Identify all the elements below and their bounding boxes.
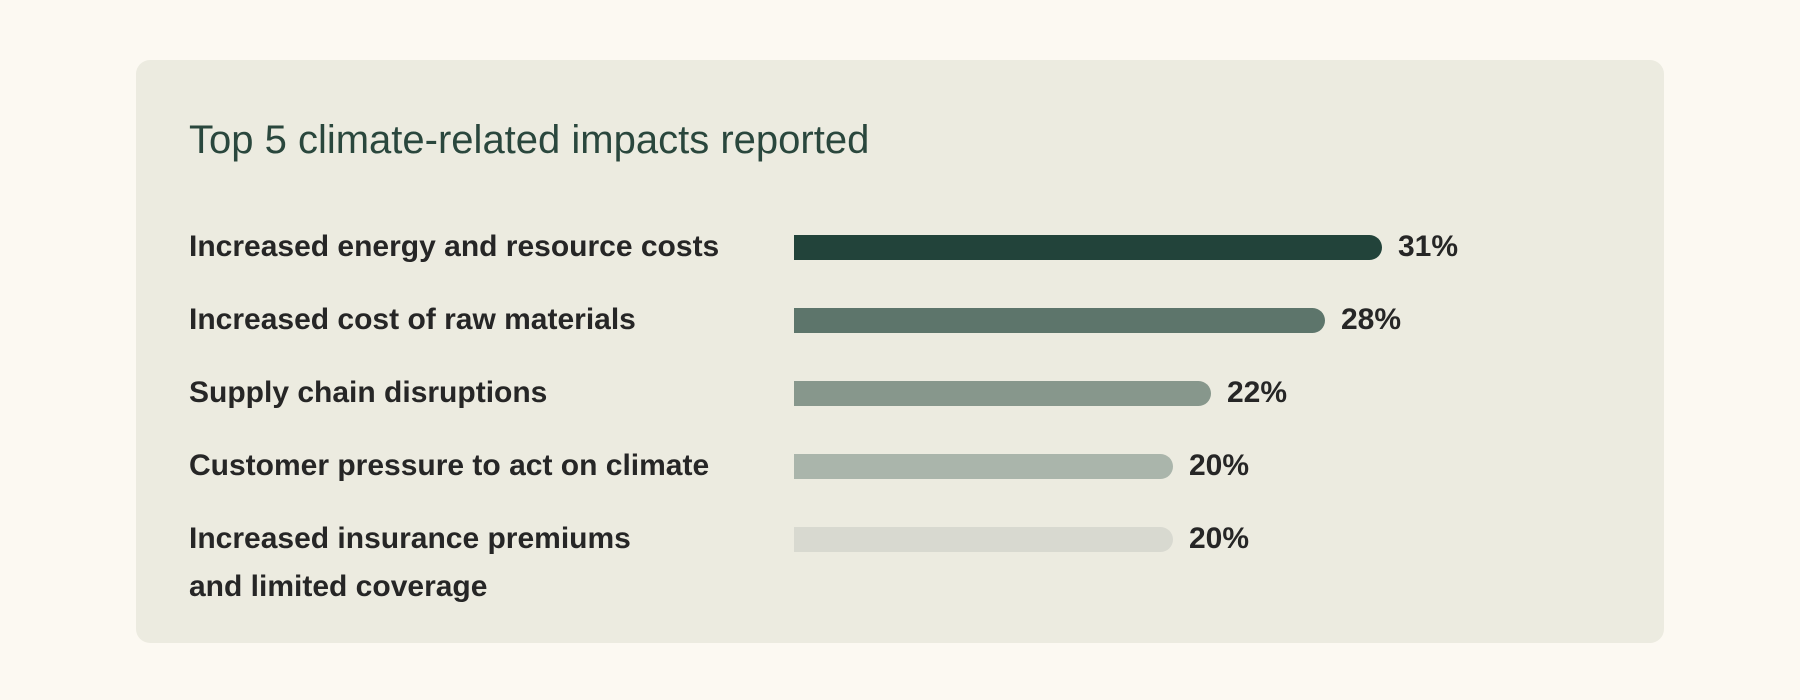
category-label-line: Increased cost of raw materials <box>189 303 636 336</box>
bar <box>794 235 1382 260</box>
value-label: 31% <box>1398 230 1459 263</box>
category-label-line: Increased energy and resource costs <box>189 230 720 263</box>
category-label-line: Customer pressure to act on climate <box>189 449 710 482</box>
bar-rows: Increased energy and resource costs 31% In… <box>136 60 1664 643</box>
bar-row: Supply chain disruptions 22% <box>189 369 1609 417</box>
bar <box>794 454 1173 479</box>
value-label: 22% <box>1227 376 1288 409</box>
value-label: 28% <box>1341 303 1402 336</box>
chart-card: Top 5 climate-related impacts reported I… <box>136 60 1664 643</box>
bar <box>794 527 1173 552</box>
bar-row: Increased cost of raw materials 28% <box>189 296 1609 344</box>
category-label-line: Supply chain disruptions <box>189 376 548 409</box>
chart-title: Top 5 climate-related impacts reported <box>189 118 870 162</box>
category-label-line: and limited coverage <box>189 570 488 603</box>
value-label: 20% <box>1189 522 1250 555</box>
bar-row: Customer pressure to act on climate 20% <box>189 442 1609 490</box>
bar-row: Increased insurance premiums and limited … <box>189 515 1609 603</box>
bar <box>794 381 1211 406</box>
bar-row: Increased energy and resource costs 31% <box>189 223 1609 271</box>
category-label-line: Increased insurance premiums <box>189 522 631 555</box>
category-label: Customer pressure to act on climate <box>189 442 769 490</box>
bar <box>794 308 1325 333</box>
value-label: 20% <box>1189 449 1250 482</box>
category-label: Increased insurance premiums and limited … <box>189 515 769 611</box>
category-label: Increased cost of raw materials <box>189 296 769 344</box>
category-label: Supply chain disruptions <box>189 369 769 417</box>
category-label: Increased energy and resource costs <box>189 223 769 271</box>
